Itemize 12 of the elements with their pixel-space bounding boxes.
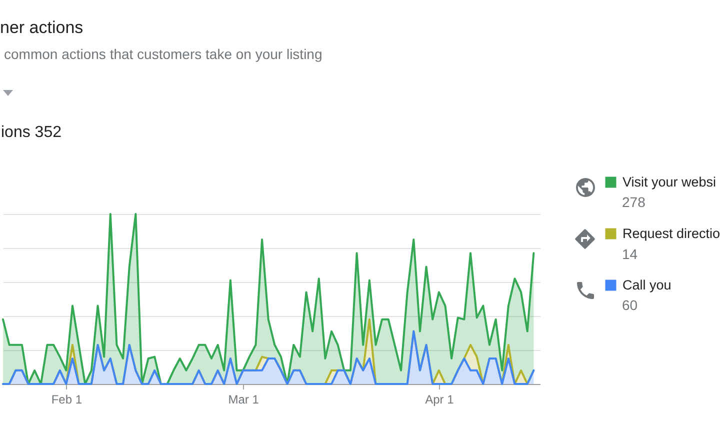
chart-title: ner actions bbox=[0, 18, 84, 37]
text: 278 bbox=[622, 194, 646, 210]
x-tick-label: Apr 1 bbox=[425, 392, 454, 406]
x-tick-label: Feb 1 bbox=[51, 392, 82, 406]
chart-subtitle: common actions that customers take on your listing bbox=[4, 46, 322, 62]
text: ions 352 bbox=[1, 124, 62, 141]
text: 14 bbox=[622, 246, 638, 262]
x-tick-label: Mar 1 bbox=[228, 392, 260, 406]
legend-label: Call you bbox=[622, 277, 672, 292]
legend-label: Request directio bbox=[622, 226, 720, 241]
legend-label: Visit your websi bbox=[622, 174, 716, 190]
text: 60 bbox=[622, 297, 638, 313]
